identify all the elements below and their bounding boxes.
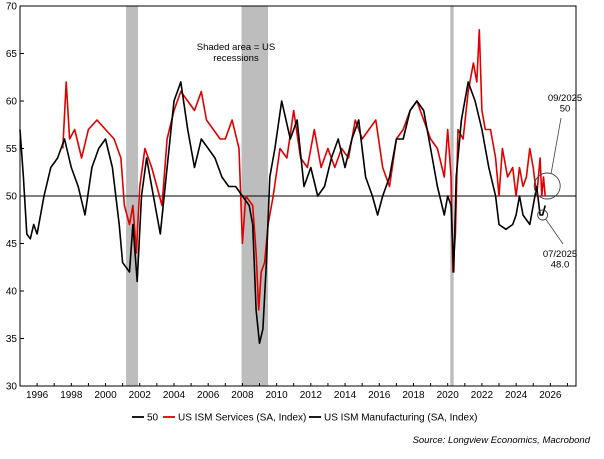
x-tick-label: 2006 <box>197 390 220 401</box>
series-line-ism-manufacturing <box>19 81 546 345</box>
x-tick-label: 2024 <box>505 390 528 401</box>
x-tick-label: 2026 <box>539 390 562 401</box>
y-tick-label: 65 <box>6 49 18 60</box>
x-axis: 1996 1998 2000 2002 2004 2006 2008 2010 2012 2014… <box>19 383 568 401</box>
x-tick-label: 2018 <box>402 390 425 401</box>
highlight-circle-manufacturing <box>537 209 549 221</box>
y-tick-label: 50 <box>6 192 18 203</box>
x-tick-label: 2010 <box>265 390 288 401</box>
y-tick-label: 70 <box>6 2 18 13</box>
x-tick-label: 2008 <box>231 390 254 401</box>
x-tick-label: 2022 <box>471 390 494 401</box>
source-note: Source: Longview Economics, Macrobond <box>413 435 591 446</box>
manufacturing-label: 48.0 <box>551 260 570 271</box>
y-tick-label: 35 <box>6 334 18 345</box>
x-tick-label: 2016 <box>368 390 391 401</box>
y-tick-label: 30 <box>6 382 18 393</box>
x-tick-label: 2002 <box>129 390 152 401</box>
highlight-circle-services <box>533 172 561 200</box>
legend-label: US ISM Services (SA, Index) <box>178 413 306 424</box>
legend-label: 50 <box>147 413 159 424</box>
y-axis: 30 35 40 45 50 55 60 65 70 <box>6 2 24 393</box>
y-tick-label: 40 <box>6 287 18 298</box>
services-label: 50 <box>560 104 571 115</box>
legend: 50 US ISM Services (SA, Index) US ISM Manu… <box>132 413 477 424</box>
series-group <box>19 29 546 345</box>
y-tick-label: 45 <box>6 239 18 250</box>
x-tick-label: 2020 <box>437 390 460 401</box>
legend-label: US ISM Manufacturing (SA, Index) <box>324 413 477 424</box>
manufacturing-label: 07/2025 <box>543 249 577 260</box>
x-tick-label: 1996 <box>26 390 49 401</box>
x-tick-label: 2004 <box>163 390 186 401</box>
series-line-ism-services <box>62 29 546 311</box>
x-tick-label: 2014 <box>334 390 357 401</box>
callout-line-services <box>550 117 562 174</box>
x-tick-label: 2000 <box>94 390 117 401</box>
recession-note: recessions <box>213 53 259 64</box>
y-tick-label: 60 <box>6 97 18 108</box>
y-tick-label: 55 <box>6 144 18 155</box>
recession-note: Shaded area = US <box>197 42 275 53</box>
services-label: 09/2025 <box>548 93 582 104</box>
x-tick-label: 1998 <box>60 390 83 401</box>
callout-line-manufacturing <box>545 218 564 245</box>
x-tick-label: 2012 <box>300 390 323 401</box>
